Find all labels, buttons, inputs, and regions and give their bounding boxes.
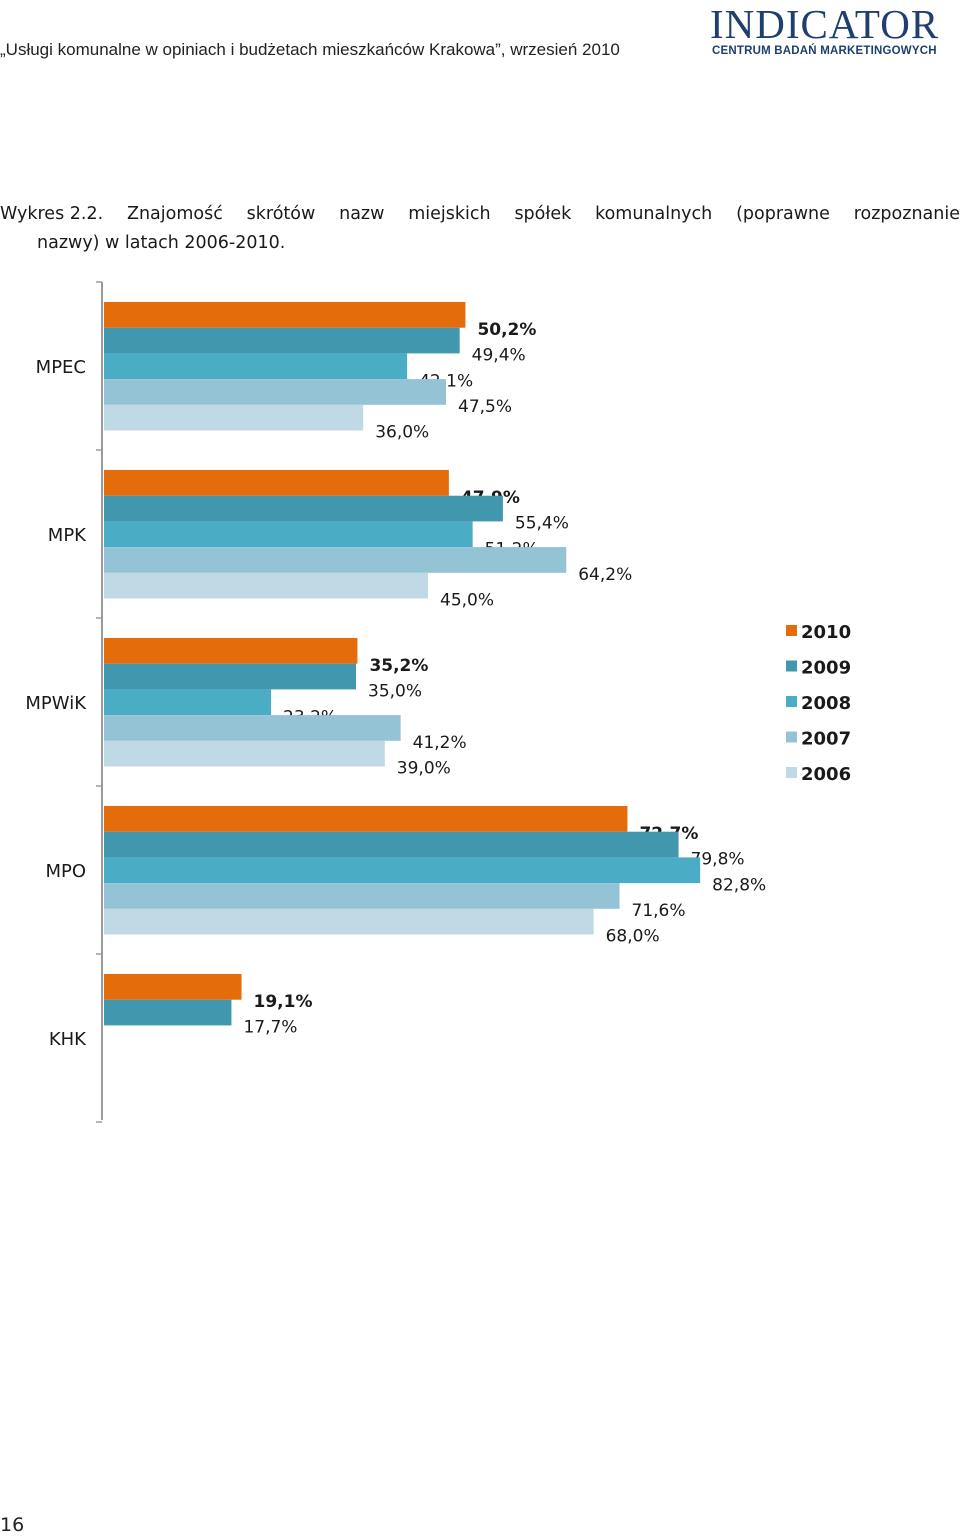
bar-2010 (104, 638, 358, 664)
caption-word: Znajomość (126, 204, 223, 224)
legend-label: 2009 (801, 658, 851, 679)
data-label: 17,7% (243, 1018, 297, 1038)
data-label: 79,8% (691, 850, 745, 870)
caption-word: skrótów (246, 204, 316, 224)
data-label: 39,0% (397, 759, 451, 779)
legend-label: 2006 (801, 764, 851, 785)
legend-swatch (786, 731, 797, 743)
data-label: 55,4% (515, 514, 569, 534)
bar-2008 (104, 521, 473, 548)
caption-word: miejskich (408, 204, 491, 224)
bar-2010 (104, 974, 242, 1000)
bar-2008 (104, 353, 408, 380)
bar-2009 (104, 327, 460, 354)
caption-line-1: Wykres 2.2. Znajomość skrótów nazw miejskic… (0, 200, 960, 229)
bar-2006 (104, 908, 594, 935)
bar-2008 (104, 689, 272, 716)
category-label: KHK (49, 1029, 87, 1050)
bar-2006 (104, 404, 364, 431)
data-label: 41,2% (413, 733, 467, 753)
data-label: 19,1% (254, 992, 313, 1012)
data-label: 82,8% (712, 875, 766, 895)
data-label: 35,0% (368, 682, 422, 702)
legend-swatch (786, 696, 797, 707)
figure-caption: Wykres 2.2. Znajomość skrótów nazw miejskic… (0, 200, 960, 258)
legend-label: 2007 (801, 729, 851, 750)
data-label: 45,0% (440, 591, 494, 611)
bar-chart: MPEC50,2%49,4%42,1%47,5%36,0%MPK47,9%55,… (25, 281, 851, 1123)
bar-2010 (104, 470, 449, 496)
data-label: 64,2% (578, 565, 632, 585)
legend-swatch (786, 767, 797, 778)
running-header: „Usługi komunalne w opiniach i budżetach… (0, 40, 620, 59)
category-label: MPK (48, 525, 87, 546)
legend-label: 2008 (801, 693, 851, 714)
category-label: MPWiK (25, 693, 87, 714)
legend-swatch (786, 660, 797, 672)
logo-wordmark: INDICATOR (710, 1, 940, 47)
caption-word: nazw (339, 204, 385, 224)
bar-2009 (104, 495, 503, 522)
caption-word: (poprawne (736, 204, 830, 224)
bar-2009 (104, 999, 232, 1026)
bar-2007 (104, 715, 401, 741)
bar-2010 (104, 806, 628, 832)
bar-2007 (104, 883, 620, 909)
bar-2006 (104, 572, 428, 599)
category-label: MPEC (36, 357, 86, 378)
data-label: 50,2% (477, 320, 536, 340)
logo-subtitle: CENTRUM BADAŃ MARKETINGOWYCH (712, 45, 937, 57)
data-label: 49,4% (472, 346, 526, 366)
legend-swatch (786, 625, 797, 636)
caption-word: rozpoznanie (853, 204, 960, 224)
data-label: 47,5% (458, 397, 512, 417)
page-number: 16 (0, 1514, 25, 1536)
bar-2007 (104, 547, 567, 573)
bar-2006 (104, 740, 385, 767)
bar-2009 (104, 663, 356, 690)
bar-2007 (104, 379, 446, 405)
caption-word: komunalnych (595, 204, 713, 224)
bar-2010 (104, 302, 466, 328)
caption-line-2: nazwy) w latach 2006-2010. (37, 233, 286, 253)
bar-2009 (104, 831, 679, 858)
data-label: 36,0% (375, 423, 429, 443)
caption-word: spółek (514, 204, 572, 224)
data-label: 35,2% (369, 656, 428, 676)
caption-label: Wykres 2.2. (0, 204, 104, 224)
indicator-logo: INDICATOR CENTRUM BADAŃ MARKETINGOWYCH (710, 2, 950, 62)
category-label: MPO (45, 861, 86, 882)
bar-2008 (104, 857, 701, 884)
data-label: 71,6% (632, 901, 686, 921)
legend-label: 2010 (801, 622, 851, 643)
data-label: 68,0% (606, 927, 660, 947)
